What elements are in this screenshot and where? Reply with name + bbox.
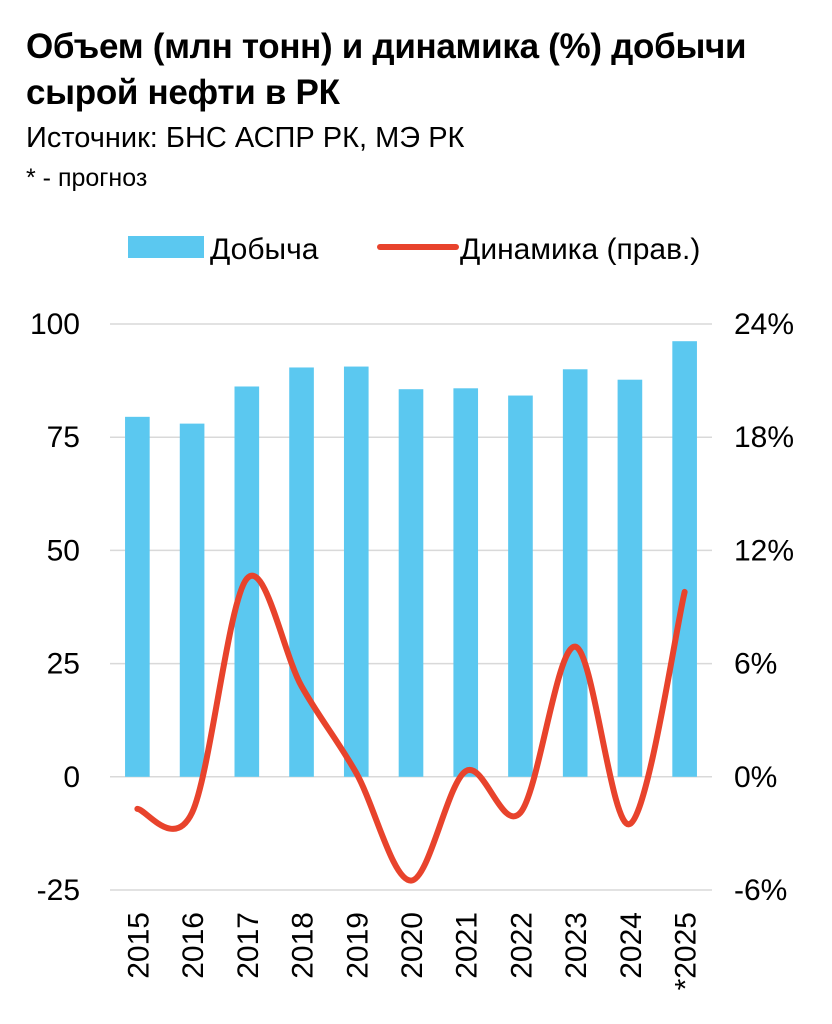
- legend-label-production: Добыча: [210, 233, 319, 266]
- line-point: [355, 772, 357, 774]
- line-point: [465, 770, 467, 772]
- y-axis-right: -6% 0% 6% 12% 18% 24%: [734, 308, 794, 907]
- chart-source: Источник: БНС АСПР РК, МЭ РК: [26, 122, 465, 154]
- y-left-tick-label: 50: [47, 534, 80, 567]
- y-right-tick-label: 18%: [734, 421, 794, 454]
- y-left-tick-label: 75: [47, 421, 80, 454]
- line-point: [136, 808, 138, 810]
- y-right-tick-label: 6%: [734, 648, 777, 681]
- line-point: [574, 646, 576, 648]
- y-left-tick-label: 100: [30, 308, 80, 341]
- y-right-tick-label: 12%: [734, 534, 794, 567]
- y-right-tick-label: 0%: [734, 761, 777, 794]
- x-tick-label: 2017: [232, 912, 265, 979]
- line-point: [191, 812, 193, 814]
- y-left-tick-label: 25: [47, 648, 80, 681]
- x-tick-label: 2023: [560, 912, 593, 979]
- y-left-tick-label: -25: [37, 874, 80, 907]
- x-tick-label: *2025: [670, 912, 703, 990]
- x-tick-label: 2019: [341, 912, 374, 979]
- x-tick-label: 2024: [615, 912, 648, 979]
- y-right-tick-label: -6%: [734, 874, 787, 907]
- line-series: [134, 572, 688, 884]
- legend: Добыча Динамика (прав.): [128, 233, 700, 266]
- bar: [508, 395, 533, 777]
- line-point: [629, 823, 631, 825]
- line-point: [684, 591, 686, 593]
- y-right-tick-label: 24%: [734, 308, 794, 341]
- y-axis-left: -25 0 25 50 75 100: [30, 308, 80, 907]
- x-axis: 2015 2016 2017 2018 2019 2020 2021 2022 2023 2024…: [122, 912, 702, 990]
- line-point: [301, 685, 303, 687]
- x-tick-label: 2015: [122, 912, 155, 979]
- line-point: [246, 578, 248, 580]
- bar: [453, 388, 479, 777]
- legend-label-dynamics: Динамика (прав.): [460, 233, 700, 266]
- x-tick-label: 2021: [451, 912, 484, 979]
- line-point: [519, 812, 521, 814]
- bar: [289, 367, 314, 777]
- chart-title: Объем (млн тонн) и динамика (%) добычи с…: [26, 27, 747, 112]
- bar: [179, 423, 205, 777]
- chart-note: * - прогноз: [26, 164, 148, 192]
- x-tick-label: 2020: [396, 912, 429, 979]
- bar: [125, 416, 150, 777]
- bar: [672, 341, 697, 777]
- dynamics-line: [134, 572, 688, 884]
- bar: [617, 379, 643, 777]
- legend-swatch-production: [128, 236, 204, 258]
- line-point: [410, 880, 412, 882]
- x-tick-label: 2018: [287, 912, 320, 979]
- bar: [398, 389, 424, 777]
- x-tick-label: 2022: [505, 912, 538, 979]
- bars: [125, 341, 697, 777]
- y-left-tick-label: 0: [63, 761, 80, 794]
- x-tick-label: 2016: [177, 912, 210, 979]
- bar: [343, 366, 369, 777]
- bar: [562, 369, 588, 777]
